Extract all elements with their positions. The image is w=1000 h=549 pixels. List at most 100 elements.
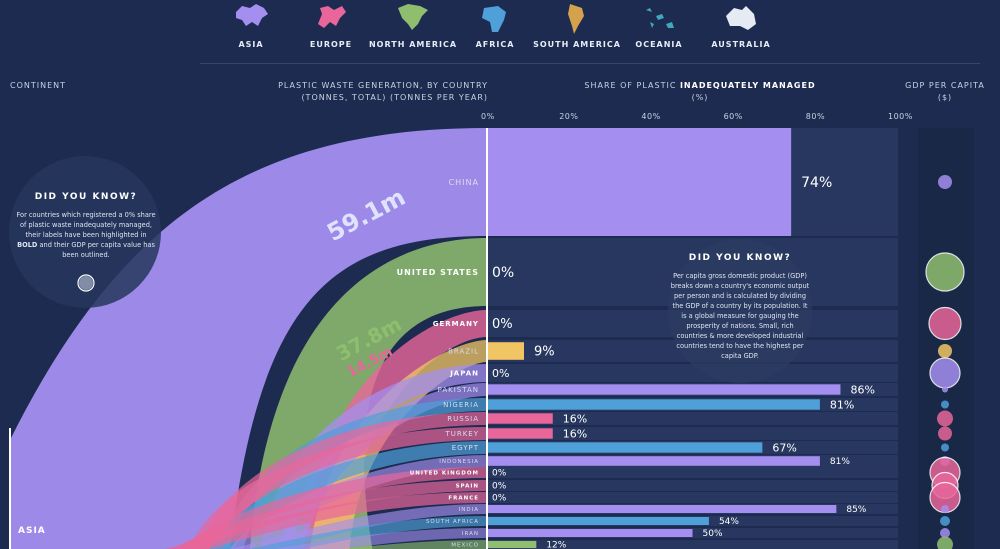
gdp-bubble (925, 252, 965, 292)
gdp-bubble (938, 175, 952, 189)
tick-label: 80% (805, 112, 826, 121)
legend-item-north-america: NORTH AMERICA (368, 2, 458, 49)
bar-track (487, 492, 898, 503)
callout-gdp: DID YOU KNOW? Per capita gross domestic … (670, 253, 810, 361)
bar-value-label: 81% (830, 398, 854, 411)
country-label: IRAN (462, 531, 479, 537)
bar-value-label: 12% (546, 541, 566, 549)
bar-russia (487, 413, 553, 424)
callout-decorations (9, 156, 161, 308)
country-label: MEXICO (451, 542, 479, 548)
gdp-bubble (937, 536, 953, 549)
legend-divider (200, 63, 980, 64)
country-label: GERMANY (433, 320, 479, 328)
bar-iran (487, 529, 693, 537)
gdp-header: GDP PER CAPITA ($) (900, 80, 990, 104)
legend-item-south-america: SOUTH AMERICA (532, 2, 622, 49)
bar-brazil (487, 342, 524, 360)
tick-label: 0% (481, 112, 495, 121)
country-label: PAKISTAN (438, 386, 479, 394)
sankey-flows (9, 128, 487, 549)
bar-egypt (487, 442, 763, 453)
legend-label: SOUTH AMERICA (533, 40, 621, 49)
legend-item-africa: AFRICA (450, 2, 540, 49)
bar-value-label: 85% (846, 505, 866, 515)
tick-label: 60% (723, 112, 743, 121)
gdp-column (918, 128, 974, 549)
africa-map-icon (482, 6, 506, 32)
flow-band (200, 504, 487, 549)
bar-indonesia (487, 456, 820, 466)
country-label: TURKEY (444, 430, 479, 438)
bar-value-label: 0% (492, 494, 507, 504)
namerica-map-icon (398, 4, 428, 30)
gdp-header-unit: ($) (937, 93, 953, 102)
gdp-bubble (929, 357, 961, 389)
country-label: UNITED KINGDOM (410, 470, 479, 476)
share-header-prefix: SHARE OF PLASTIC (584, 81, 680, 90)
callout-right-circle (668, 239, 812, 383)
flow-band (180, 516, 487, 549)
callout-left-text-after: and their GDP per capita value has been … (37, 241, 155, 259)
bar-pakistan (487, 384, 841, 395)
bar-track (487, 540, 898, 549)
waste-header: PLASTIC WASTE GENERATION, BY COUNTRY (TO… (250, 80, 488, 104)
waste-header-line1: PLASTIC WASTE GENERATION, BY COUNTRY (278, 81, 488, 90)
bar-china (487, 128, 792, 236)
country-label: SOUTH AFRICA (426, 519, 479, 525)
bar-value-label: 0% (492, 367, 509, 380)
bar-value-label: 9% (534, 345, 555, 360)
legend-label: ASIA (238, 40, 264, 49)
flow-band (140, 540, 487, 549)
country-label: INDONESIA (439, 459, 479, 465)
bar-value-label: 0% (492, 265, 514, 281)
share-header-bold: INADEQUATELY MANAGED (679, 81, 816, 90)
gdp-bubble (942, 386, 948, 393)
country-label: BRAZIL (448, 348, 479, 356)
legend-label: OCEANIA (635, 40, 683, 49)
bar-track (487, 427, 898, 440)
bar-value-label: 86% (850, 383, 874, 396)
country-label: NIGERIA (443, 401, 479, 409)
legend-item-europe: EUROPE (286, 2, 376, 49)
gdp-bubble (938, 344, 952, 358)
oceania-map-icon (646, 8, 674, 28)
waste-header-line2: (TONNES, TOTAL) (TONNES PER YEAR) (301, 93, 488, 102)
continent-legend: ASIA EUROPE NORTH AMERICA AFRICA SOUTH AMERI… (200, 0, 800, 60)
gdp-bubble (938, 426, 952, 441)
gdp-bubble (941, 505, 949, 513)
gdp-bubble (941, 443, 949, 452)
bar-value-label: 0% (492, 482, 507, 492)
callout-left-text: For countries which registered a 0% shar… (16, 210, 156, 260)
asia-map-icon (236, 4, 268, 26)
country-label: INDIA (459, 507, 479, 513)
bar-value-label: 67% (772, 441, 796, 454)
flow-band (190, 427, 487, 549)
bar-turkey (487, 428, 553, 439)
bar-value-label: 16% (563, 412, 587, 425)
bar-track (487, 467, 898, 478)
flow-band (150, 528, 487, 549)
samerica-map-icon (568, 4, 584, 34)
callout-left-text-bold: BOLD (17, 241, 38, 249)
tick-label: 100% (888, 112, 913, 121)
share-header-unit: (%) (691, 93, 709, 102)
legend-label: NORTH AMERICA (368, 40, 458, 49)
callout-left-circle (9, 156, 161, 308)
callout-zero-share: DID YOU KNOW? For countries which regist… (16, 192, 156, 260)
bar-value-label: 54% (719, 517, 739, 527)
asia-continent-flow (10, 128, 487, 549)
gdp-bubble (937, 410, 953, 427)
australia-map-icon (726, 6, 756, 30)
bar-track (487, 364, 898, 382)
gdp-bubble (928, 306, 962, 341)
gdp-bubble (940, 528, 950, 538)
bar-mexico (487, 540, 537, 549)
bar-value-label: 16% (563, 427, 587, 440)
zero-axis-line (486, 128, 488, 549)
continent-label-asia: ASIA (18, 526, 46, 536)
legend-label: AUSTRALIA (711, 40, 771, 49)
country-label: FRANCE (448, 495, 479, 501)
legend-item-oceania: OCEANIA (614, 2, 704, 49)
